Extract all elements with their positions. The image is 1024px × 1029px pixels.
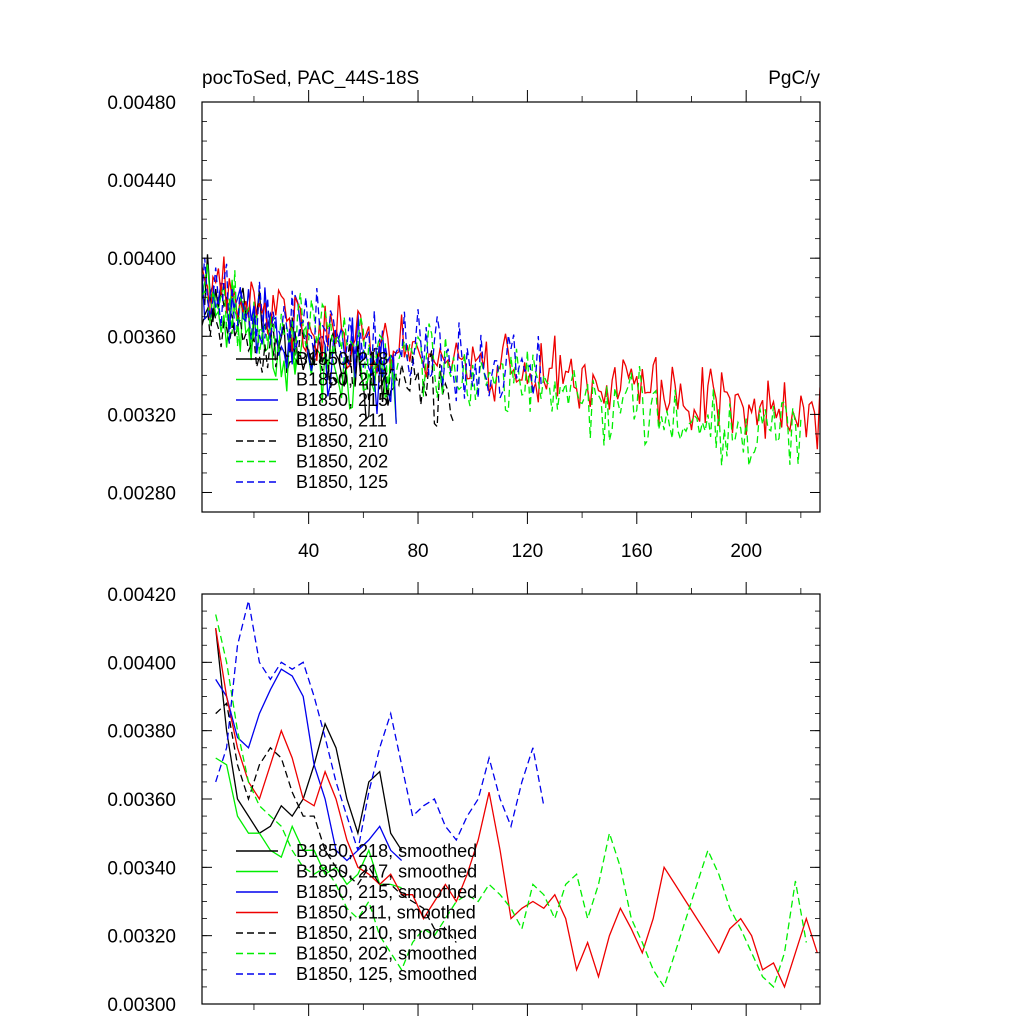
- legend-label: B1850, 211, smoothed: [296, 903, 476, 923]
- xtick-label: 200: [730, 541, 762, 562]
- plot-frame: [201, 593, 821, 1005]
- series-group: [215, 600, 818, 989]
- legend-label: B1850, 202, smoothed: [296, 944, 477, 964]
- legend-label: B1850, 218: [296, 349, 388, 369]
- series-line-6: [202, 257, 542, 402]
- ytick-label: 0.00480: [107, 93, 176, 114]
- legend-label: B1850, 202: [296, 452, 388, 472]
- series-line-1: [215, 757, 402, 889]
- series-line-4: [202, 306, 455, 429]
- legend-label: B1850, 218, smoothed: [296, 841, 477, 861]
- ytick-label: 0.00420: [107, 585, 176, 606]
- series-line-4: [215, 701, 457, 943]
- legend-label: B1850, 217: [296, 370, 388, 390]
- xtick-label: 120: [512, 541, 544, 562]
- legend-label: B1850, 215: [296, 390, 388, 410]
- plot-frame: [201, 101, 821, 513]
- series-line-5: [215, 614, 807, 989]
- series-group: [202, 254, 820, 466]
- ytick-label: 0.00400: [107, 653, 176, 674]
- ytick-label: 0.00360: [107, 327, 176, 348]
- legend-label: B1850, 211: [296, 411, 387, 431]
- legend-label: B1850, 125: [296, 472, 388, 492]
- legend-label: B1850, 210: [296, 431, 388, 451]
- xtick-label: 160: [621, 541, 653, 562]
- ytick-label: 0.00340: [107, 858, 176, 879]
- legend-label: B1850, 217, smoothed: [296, 862, 477, 882]
- xtick-label: 40: [298, 541, 319, 562]
- ytick-label: 0.00380: [107, 722, 176, 743]
- xtick-label: 80: [407, 541, 428, 562]
- series-line-0: [215, 628, 403, 851]
- series-line-2: [215, 668, 403, 862]
- panel-1: 0.00300 0.00320 0.00340 0.00360 0.00380 0.004…: [107, 582, 821, 1016]
- series-line-3: [202, 256, 820, 450]
- ytick-label: 0.00320: [107, 405, 176, 426]
- ytick-label: 0.00440: [107, 171, 176, 192]
- chart-title: pocToSed, PAC_44S-18S: [202, 68, 419, 89]
- series-line-5: [202, 270, 802, 466]
- legend-label: B1850, 125, smoothed: [296, 964, 477, 984]
- ytick-label: 0.00400: [107, 249, 176, 270]
- legend-label: B1850, 215, smoothed: [296, 882, 477, 902]
- ytick-label: 0.00280: [107, 483, 176, 504]
- ytick-label: 0.00320: [107, 927, 176, 948]
- panel-0: 0.00280 0.00320 0.00360 0.00400 0.00440 0.004…: [107, 68, 821, 562]
- legend-label: B1850, 210, smoothed: [296, 923, 477, 943]
- series-line-6: [215, 600, 545, 851]
- ytick-label: 0.00300: [107, 995, 176, 1016]
- ytick-label: 0.00360: [107, 790, 176, 811]
- chart-units: PgC/y: [768, 68, 820, 89]
- series-line-3: [215, 628, 818, 989]
